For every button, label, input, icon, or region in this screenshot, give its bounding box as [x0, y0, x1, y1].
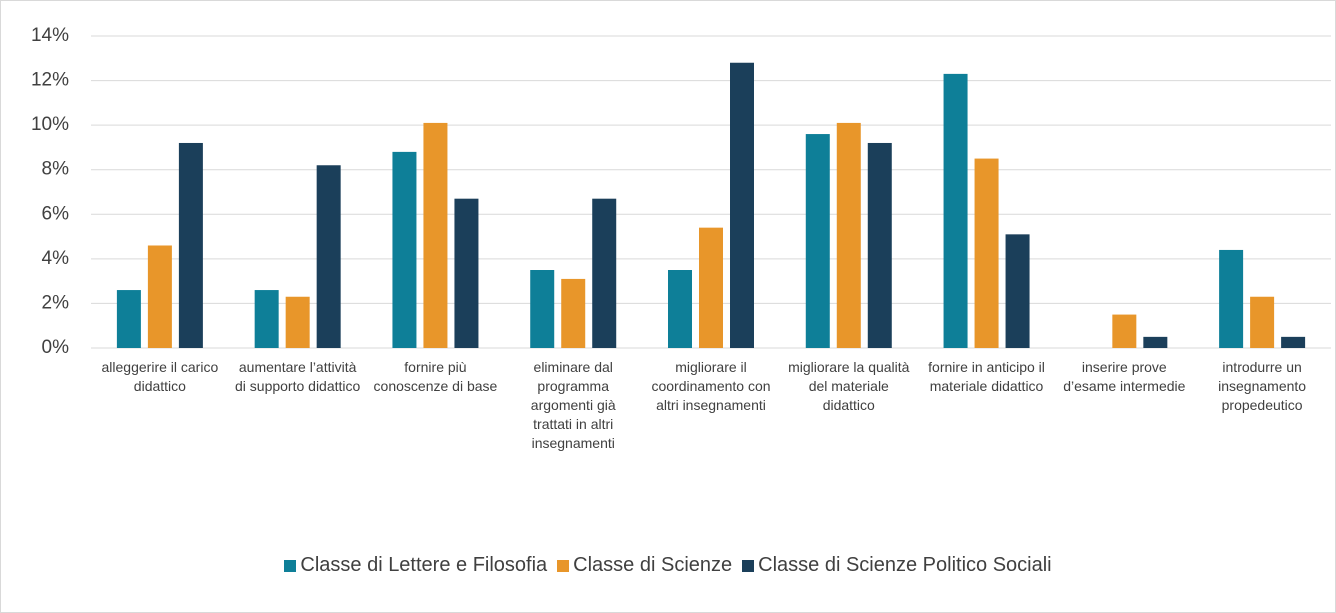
x-tick-label: eliminare dal programma argomenti già tr… [530, 359, 616, 451]
bar [867, 142, 892, 348]
bar [316, 165, 341, 348]
bar [974, 158, 999, 348]
x-tick-label: alleggerire il carico didattico [101, 359, 219, 394]
bar [1250, 296, 1275, 348]
x-tick-label: fornire più conoscenze di base [373, 359, 498, 394]
bar [285, 296, 310, 348]
bar [836, 122, 861, 349]
bar [1281, 336, 1306, 348]
bar [530, 270, 555, 348]
x-tick-label: migliorare il coordinamento con altri in… [651, 359, 771, 413]
legend-swatch [742, 559, 755, 572]
legend-label: Classe di Lettere e Filosofia [300, 554, 548, 576]
bar [392, 151, 417, 348]
y-tick-label: 2% [42, 292, 70, 313]
legend-item: Classe di Scienze Politico Sociali [742, 554, 1052, 577]
x-tick-label: introdurre un insegnamento propedeutico [1218, 359, 1307, 413]
x-tick-label: aumentare l’attività di supporto didatti… [235, 359, 361, 394]
bar [668, 270, 692, 348]
bar [423, 122, 448, 349]
bar [1143, 336, 1168, 348]
bar [147, 245, 172, 348]
y-tick-label: 10% [31, 114, 69, 135]
legend: Classe di Lettere e Filosofia Classe di S… [1, 554, 1335, 577]
y-tick-label: 14% [31, 25, 69, 46]
bar [116, 290, 141, 348]
legend-label: Classe di Scienze [573, 554, 733, 576]
bar [178, 142, 203, 348]
bar [561, 278, 586, 348]
legend-swatch [284, 559, 297, 572]
x-tick-label: migliorare la qualità del materiale dida… [788, 359, 910, 413]
x-tick-label: inserire prove d’esame intermedie [1063, 359, 1186, 394]
legend-item: Classe di Scienze [557, 554, 732, 577]
y-tick-label: 6% [42, 203, 70, 224]
y-tick-label: 0% [42, 337, 70, 358]
bar [1112, 314, 1137, 348]
bar [254, 290, 279, 348]
y-tick-label: 12% [31, 70, 69, 91]
bar [1219, 249, 1244, 348]
bar [454, 198, 479, 348]
bar [699, 227, 723, 348]
y-tick-label: 4% [42, 248, 70, 269]
y-tick-label: 8% [42, 159, 70, 180]
x-tick-label: fornire in anticipo il materiale didatti… [928, 359, 1045, 394]
legend-item: Classe di Lettere e Filosofia [284, 554, 547, 577]
bar [943, 73, 968, 348]
bar [805, 134, 830, 348]
legend-label: Classe di Scienze Politico Sociali [758, 554, 1052, 576]
bar [592, 198, 617, 348]
legend-swatch [557, 559, 570, 572]
bar [1005, 234, 1030, 348]
bar [730, 62, 754, 348]
